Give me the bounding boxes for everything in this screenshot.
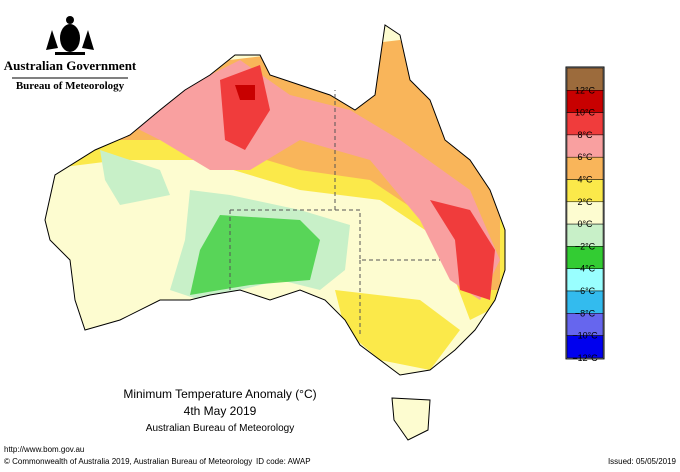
legend-label: −10°C (572, 331, 598, 341)
bureau-name: Bureau of Meteorology (16, 80, 125, 92)
map-source: Australian Bureau of Meteorology (146, 423, 294, 434)
legend-label: −6°C (575, 286, 596, 296)
map-date: 4th May 2019 (184, 404, 257, 418)
legend-swatch (566, 335, 604, 359)
legend-label: 6°C (577, 152, 593, 162)
legend-label: 10°C (575, 108, 596, 118)
footer-issued: Issued: 05/05/2019 (608, 457, 677, 466)
legend-label: 2°C (577, 197, 593, 207)
legend-label: 8°C (577, 130, 593, 140)
legend-label: −8°C (575, 308, 596, 318)
legend-label: −4°C (575, 264, 596, 274)
footer-url: http://www.bom.gov.au (4, 445, 84, 454)
legend-label: −2°C (575, 241, 596, 251)
footer-id: ID code: AWAP (256, 457, 311, 466)
legend-label: 0°C (577, 219, 593, 229)
crest (46, 16, 94, 55)
map-title: Minimum Temperature Anomaly (°C) (123, 387, 316, 401)
legend-label: 12°C (575, 85, 596, 95)
legend-frame (565, 66, 605, 360)
coastline (44, 24, 506, 441)
government-name: Australian Government (4, 58, 137, 73)
legend-label: −12°C (572, 353, 598, 363)
legend-label: 4°C (577, 175, 593, 185)
legend: 12°C 10°C 8°C 6°C 4°C 2°C 0°C −2°C −4°C −6°C −8°C −… (565, 66, 605, 363)
state-borders (229, 90, 440, 335)
footer-copyright: © Commonwealth of Australia 2019, Austra… (4, 457, 252, 466)
